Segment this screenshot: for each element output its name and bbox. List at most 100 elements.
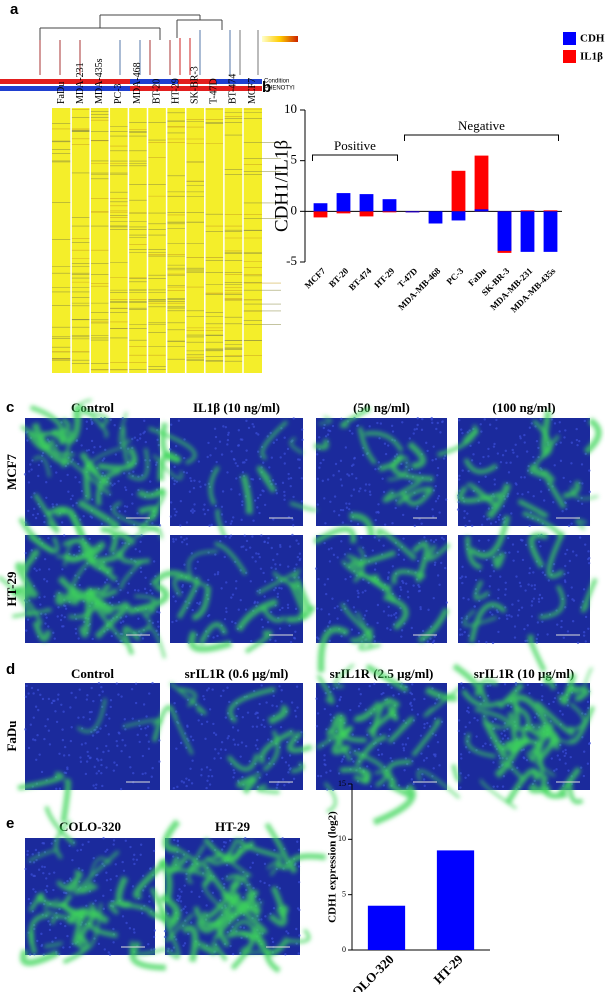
nucleus xyxy=(274,563,277,566)
nucleus xyxy=(497,754,501,758)
nucleus xyxy=(412,782,415,785)
nucleus xyxy=(368,684,371,688)
nucleus xyxy=(319,461,322,465)
fiber xyxy=(583,417,602,455)
nucleus xyxy=(276,595,279,599)
nucleus xyxy=(249,639,253,643)
nucleus xyxy=(269,912,272,915)
fiber xyxy=(465,732,496,759)
nucleus xyxy=(187,778,191,782)
nucleus xyxy=(336,556,339,559)
nucleus xyxy=(356,522,360,526)
fiber xyxy=(268,885,288,927)
nucleus xyxy=(240,741,244,744)
nucleus xyxy=(264,915,267,918)
nucleus xyxy=(25,629,28,632)
nucleus xyxy=(237,444,241,447)
nucleus xyxy=(399,588,403,591)
nucleus xyxy=(530,604,533,607)
panel-label: c xyxy=(6,399,14,416)
nucleus xyxy=(390,686,393,689)
nucleus xyxy=(567,769,570,772)
nucleus xyxy=(189,767,192,770)
nucleus xyxy=(512,451,515,454)
micrograph xyxy=(17,681,161,823)
nucleus xyxy=(284,953,287,956)
nucleus xyxy=(78,688,81,691)
nucleus xyxy=(125,921,128,925)
nucleus xyxy=(582,631,586,634)
fiber xyxy=(424,686,458,702)
nucleus xyxy=(272,518,275,521)
nucleus xyxy=(579,766,583,769)
nucleus xyxy=(497,588,500,591)
nucleus xyxy=(74,627,77,631)
nucleus xyxy=(483,418,486,421)
nucleus xyxy=(333,606,337,610)
nucleus xyxy=(393,613,396,616)
nucleus xyxy=(47,729,51,732)
nucleus xyxy=(153,948,156,951)
nucleus xyxy=(503,729,506,732)
nucleus xyxy=(107,749,110,753)
nucleus xyxy=(158,524,162,527)
nucleus xyxy=(124,510,127,513)
nucleus xyxy=(504,449,508,453)
nucleus xyxy=(204,483,207,486)
nucleus xyxy=(214,748,217,751)
nucleus xyxy=(133,853,136,857)
nucleus xyxy=(279,545,282,549)
nucleus xyxy=(458,474,461,478)
nucleus xyxy=(141,637,145,640)
nucleus xyxy=(514,443,517,446)
nucleus xyxy=(124,839,128,843)
nucleus xyxy=(38,753,41,756)
nucleus xyxy=(137,589,140,592)
nucleus xyxy=(156,610,159,614)
nucleus xyxy=(273,848,276,852)
fiber xyxy=(77,911,99,948)
nucleus xyxy=(562,636,566,639)
nucleus xyxy=(506,704,510,707)
nucleus xyxy=(189,509,193,513)
nucleus xyxy=(410,626,413,630)
nucleus xyxy=(528,426,532,429)
nucleus xyxy=(55,787,58,791)
column-label: T-47D xyxy=(209,78,220,104)
nucleus xyxy=(357,688,361,691)
nucleus xyxy=(86,693,89,697)
nucleus xyxy=(133,589,137,592)
fiber xyxy=(32,620,52,642)
nucleus xyxy=(174,938,178,941)
fiber xyxy=(162,819,181,854)
nucleus xyxy=(510,512,513,515)
nucleus xyxy=(530,422,533,425)
nucleus xyxy=(285,930,288,933)
nucleus xyxy=(328,639,331,643)
nucleus xyxy=(39,693,42,697)
nucleus xyxy=(434,733,437,737)
nucleus xyxy=(470,459,474,462)
fiber xyxy=(522,510,564,539)
fiber xyxy=(79,880,98,894)
fiber xyxy=(465,536,483,570)
nucleus xyxy=(507,536,510,540)
nucleus xyxy=(533,587,536,591)
nucleus xyxy=(279,725,283,729)
fiber xyxy=(494,737,525,779)
nucleus xyxy=(55,503,59,506)
nucleus xyxy=(346,473,349,476)
nucleus xyxy=(214,504,218,508)
nucleus xyxy=(262,461,265,464)
row-label: HT-29 xyxy=(4,571,19,606)
nucleus xyxy=(581,736,584,739)
nucleus xyxy=(245,888,248,892)
nucleus xyxy=(568,559,572,563)
nucleus xyxy=(137,488,140,492)
nucleus xyxy=(59,479,62,483)
nucleus xyxy=(494,718,497,721)
nucleus xyxy=(468,519,471,523)
nucleus xyxy=(391,565,395,568)
fiber xyxy=(482,719,509,760)
nucleus xyxy=(491,720,495,723)
